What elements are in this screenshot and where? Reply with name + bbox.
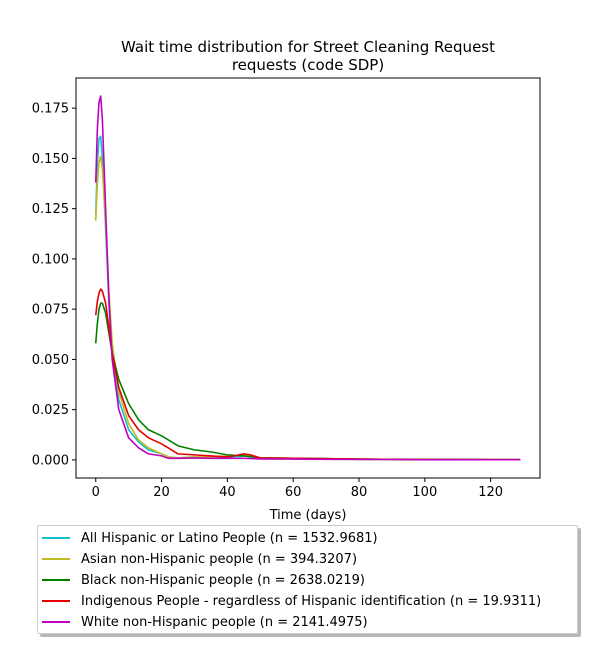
y-tick-label: 0.175 — [32, 102, 69, 117]
legend-item: Indigenous People - regardless of Hispan… — [42, 592, 541, 610]
legend: All Hispanic or Latino People (n = 1532.… — [37, 525, 578, 634]
series-line-0 — [94, 135, 521, 461]
y-axis: 0.000 0.025 0.050 0.075 0.100 0.125 0.150 0.175 — [32, 102, 76, 468]
legend-item: Asian non-Hispanic people (n = 394.3207) — [42, 550, 357, 568]
x-tick-label: 120 — [478, 485, 503, 500]
legend-swatch — [42, 537, 70, 539]
y-tick-label: 0.150 — [32, 152, 69, 167]
chart-title-line1: Wait time distribution for Street Cleani… — [121, 38, 495, 56]
y-tick-label: 0.025 — [32, 403, 69, 418]
chart-title-line2: requests (code SDP) — [232, 56, 384, 74]
x-tick-label: 40 — [219, 485, 236, 500]
legend-item: White non-Hispanic people (n = 2141.4975… — [42, 613, 368, 631]
y-tick-label: 0.075 — [32, 303, 69, 318]
x-tick-label: 80 — [351, 485, 368, 500]
x-tick-label: 100 — [412, 485, 437, 500]
legend-label: Asian non-Hispanic people (n = 394.3207) — [81, 551, 358, 567]
x-tick-label: 60 — [285, 485, 302, 500]
legend-label: White non-Hispanic people (n = 2141.4975… — [81, 614, 368, 630]
legend-swatch — [42, 600, 70, 602]
series-line-1 — [94, 155, 521, 461]
legend-item: All Hispanic or Latino People (n = 1532.… — [42, 529, 378, 547]
series-layer — [94, 95, 521, 461]
legend-item: Black non-Hispanic people (n = 2638.0219… — [42, 571, 365, 589]
series-line-2 — [94, 302, 521, 461]
legend-swatch — [42, 579, 70, 581]
x-axis-label: Time (days) — [269, 508, 347, 523]
y-tick-label: 0.000 — [32, 453, 69, 468]
x-tick-label: 20 — [153, 485, 170, 500]
legend-label: All Hispanic or Latino People (n = 1532.… — [81, 530, 378, 546]
x-tick-label: 0 — [92, 485, 100, 500]
y-tick-label: 0.050 — [32, 353, 69, 368]
legend-label: Indigenous People - regardless of Hispan… — [81, 593, 542, 609]
legend-swatch — [42, 558, 70, 560]
x-axis: 0 20 40 60 80 100 120 — [92, 478, 503, 500]
y-tick-label: 0.100 — [32, 252, 69, 267]
legend-label: Black non-Hispanic people (n = 2638.0219… — [81, 572, 365, 588]
legend-swatch — [42, 621, 70, 623]
plot-frame — [75, 77, 541, 479]
y-tick-label: 0.125 — [32, 202, 69, 217]
series-line-4 — [94, 95, 521, 461]
